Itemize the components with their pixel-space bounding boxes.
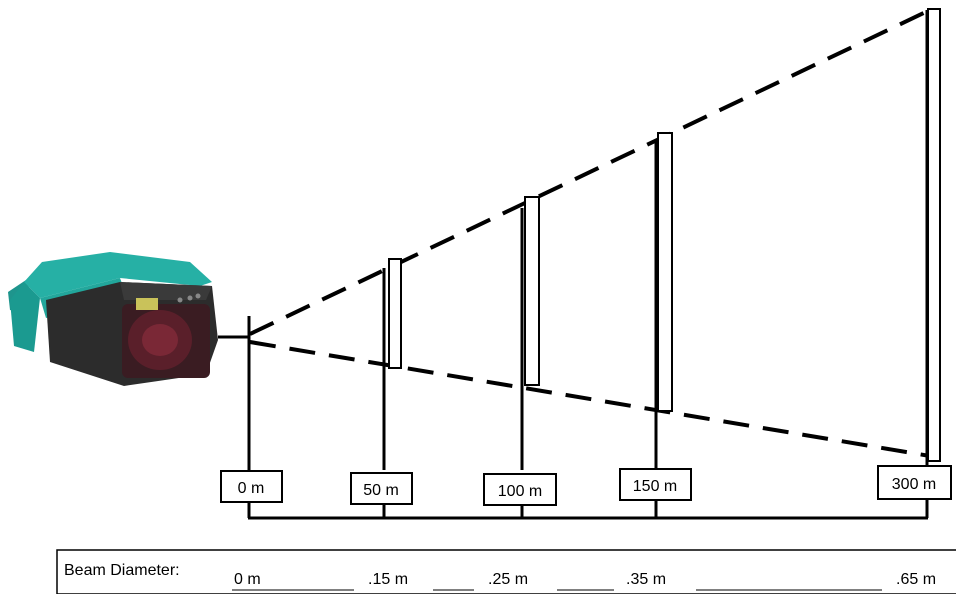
distance-label-150m: 150 m [633,478,677,495]
beam-upper-edge [249,8,931,336]
beam-diameter-150m: .35 m [626,571,666,588]
beam-diameter-300m: .65 m [896,571,936,588]
beam-diameter-100m: .25 m [488,571,528,588]
distance-box-0m [220,470,283,503]
laser-sensor-image [8,252,218,386]
beam-diameter-table [56,549,956,594]
beam-diameter-title: Beam Diameter: [64,562,180,579]
distance-box-150m [619,468,692,501]
distance-box-300m [877,465,952,500]
distance-label-300m: 300 m [892,476,936,493]
distance-label-0m: 0 m [238,480,265,497]
distance-label-50m: 50 m [363,482,399,499]
distance-box-50m [350,472,413,505]
distance-box-100m [483,473,557,506]
beam-bar-150m [657,132,673,412]
beam-diameter-50m: .15 m [368,571,408,588]
distance-label-100m: 100 m [498,483,542,500]
beam-lower-edge [249,340,931,458]
beam-bar-100m [524,196,540,386]
beam-diameter-0m: 0 m [234,571,261,588]
beam-bar-50m [388,258,402,369]
beam-bar-300m [927,8,941,462]
